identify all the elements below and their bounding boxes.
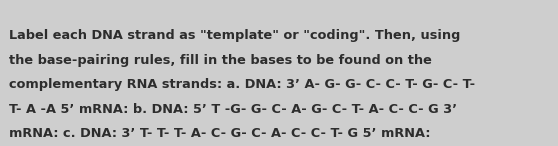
Text: T- A -A 5’ mRNA: b. DNA: 5’ T -G- G- C- A- G- C- T- A- C- C- G 3’: T- A -A 5’ mRNA: b. DNA: 5’ T -G- G- C- …	[9, 103, 457, 116]
Text: the base-pairing rules, fill in the bases to be found on the: the base-pairing rules, fill in the base…	[9, 54, 432, 67]
Text: mRNA: c. DNA: 3’ T- T- T- A- C- G- C- A- C- C- T- G 5’ mRNA:: mRNA: c. DNA: 3’ T- T- T- A- C- G- C- A-…	[9, 127, 430, 140]
Text: Label each DNA strand as "template" or "coding". Then, using: Label each DNA strand as "template" or "…	[9, 29, 460, 42]
Text: complementary RNA strands: a. DNA: 3’ A- G- G- C- C- T- G- C- T-: complementary RNA strands: a. DNA: 3’ A-…	[9, 78, 475, 91]
